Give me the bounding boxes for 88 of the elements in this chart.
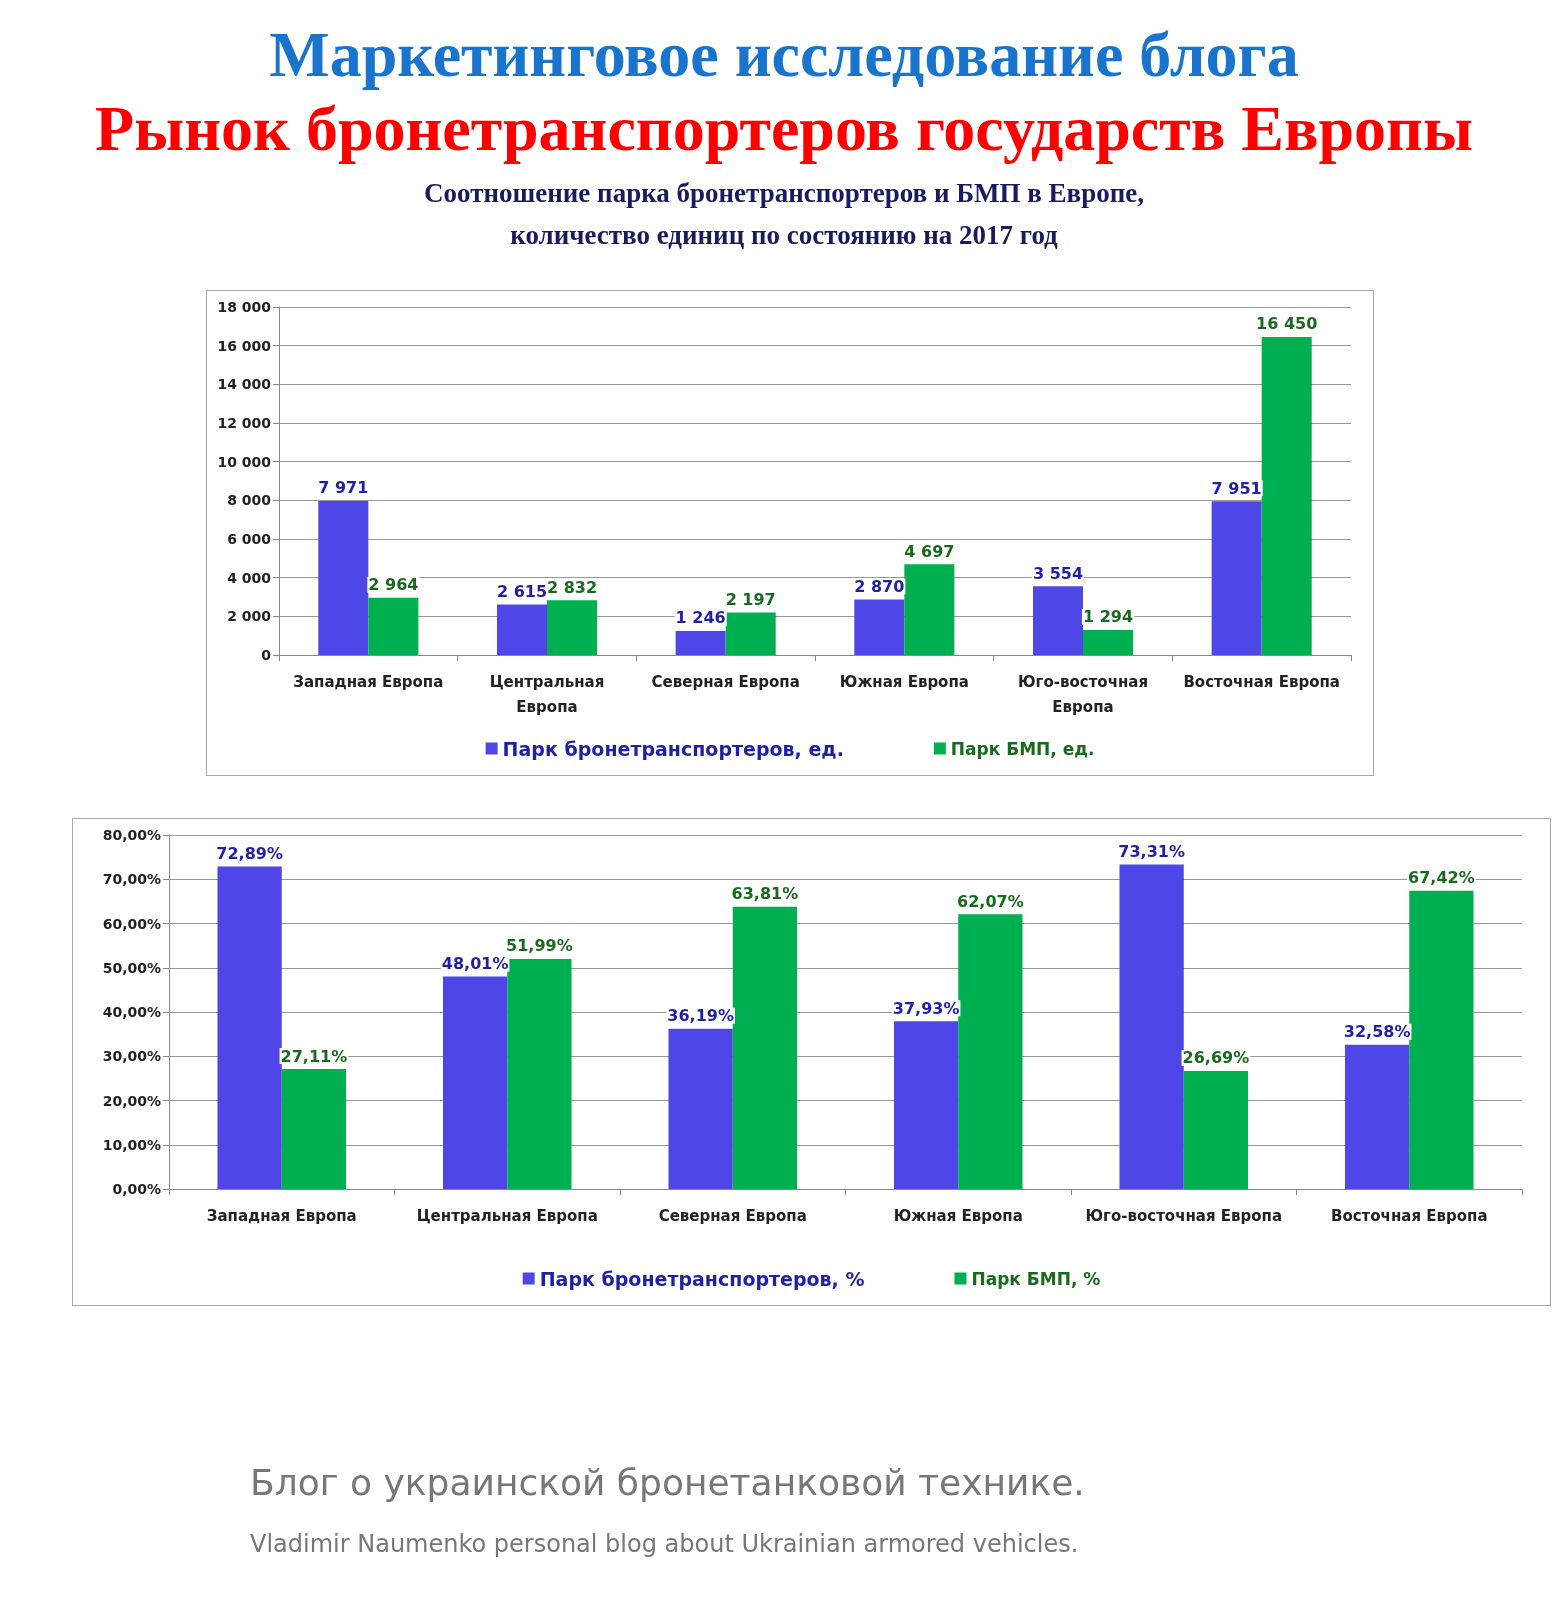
- bar: [1409, 890, 1474, 1189]
- data-label: 48,01%: [441, 954, 509, 974]
- legend-label: Парк бронетранспортеров, %: [539, 1267, 865, 1290]
- data-label: 2 870: [854, 577, 905, 597]
- bar: [1183, 1070, 1249, 1189]
- text: Маркетинговое исследование блога: [268, 18, 1300, 92]
- y-tick-label: 60,00%: [102, 915, 161, 932]
- y-tick-label: 30,00%: [102, 1048, 161, 1065]
- bar: [217, 866, 282, 1189]
- bar: [675, 630, 726, 655]
- legend-label: Парк БМП, %: [971, 1268, 1101, 1289]
- y-tick-label: 10,00%: [102, 1136, 161, 1153]
- bar: [732, 906, 798, 1189]
- data-label: 27,11%: [280, 1046, 348, 1066]
- data-label: 37,93%: [892, 998, 960, 1018]
- y-tick-label: 0: [261, 647, 272, 663]
- data-label: 62,07%: [957, 891, 1024, 911]
- bar: [507, 958, 572, 1189]
- y-tick-label: 18 000: [217, 299, 272, 315]
- data-label: 63,81%: [731, 884, 799, 904]
- y-tick-label: 8 000: [227, 492, 272, 509]
- data-label: 72,89%: [216, 843, 283, 863]
- x-tick-label: Южная Европа: [893, 1206, 1023, 1225]
- y-tick-label: 16 000: [217, 337, 272, 354]
- bar: [725, 612, 776, 655]
- y-tick-label: 12 000: [217, 415, 272, 431]
- bar: [368, 597, 419, 655]
- y-tick-label: 2 000: [227, 608, 272, 625]
- data-label: 32,58%: [1343, 1022, 1411, 1042]
- x-tick-label: Юго-восточная Европа: [1085, 1206, 1283, 1225]
- y-tick-label: 80,00%: [102, 827, 161, 843]
- data-label: 2 615: [496, 581, 548, 601]
- x-tick-label: Восточная Европа: [1330, 1206, 1488, 1225]
- data-label: 7 951: [1211, 478, 1262, 498]
- bar: [1032, 586, 1083, 655]
- data-label: 67,42%: [1408, 868, 1475, 888]
- data-label: 2 964: [368, 575, 419, 595]
- data-label: 73,31%: [1118, 842, 1185, 862]
- bar: [318, 500, 369, 655]
- data-label: 3 554: [1032, 563, 1084, 583]
- y-tick-label: 10 000: [217, 453, 272, 470]
- legend-label: Парк БМП, ед.: [950, 738, 1095, 759]
- x-tick-label: Западная Европа: [206, 1206, 357, 1225]
- bar: [1119, 864, 1184, 1189]
- data-label: 36,19%: [667, 1006, 734, 1026]
- bar: [1344, 1044, 1410, 1189]
- bar: [854, 599, 905, 655]
- y-tick-label: 20,00%: [102, 1092, 161, 1109]
- data-label: 2 197: [725, 590, 776, 610]
- bar: [281, 1069, 347, 1189]
- bar: [442, 976, 508, 1189]
- bar: [893, 1021, 959, 1189]
- legend-label: Парк бронетранспортеров, ед.: [502, 737, 844, 760]
- bar: [547, 600, 598, 655]
- data-label: 26,69%: [1182, 1048, 1250, 1068]
- data-label: 7 971: [318, 478, 369, 498]
- bar: [1211, 501, 1262, 655]
- data-label: 4 697: [904, 541, 955, 561]
- x-tick-label: Южная Европа: [839, 672, 969, 691]
- chart-title: Соотношение парка бронетранспортеров и БМП в Европе, количество единиц по состоянию на 2017 год: [423, 177, 1145, 252]
- y-tick-label: 6 000: [227, 531, 272, 547]
- x-tick-label: Северная Европа: [658, 1206, 807, 1225]
- x-tick-label: Восточная Европа: [1183, 672, 1340, 691]
- text: Блог о украинской бронетанковой технике.: [250, 1462, 1085, 1503]
- y-tick-label: 40,00%: [102, 1004, 161, 1020]
- x-tick-label: Центральная Европа: [489, 672, 605, 716]
- x-tick-label: Центральная Европа: [416, 1206, 598, 1225]
- data-label: 16 450: [1256, 314, 1318, 334]
- x-tick-label: Северная Европа: [651, 672, 800, 691]
- x-tick-label: Западная Европа: [293, 672, 444, 691]
- bar: [904, 564, 955, 655]
- text: Рынок бронетранспортеров государств Европы: [94, 92, 1474, 166]
- text: Vladimir Naumenko personal blog about Ukrainian armored vehicles.: [250, 1530, 1079, 1558]
- data-label: 1 246: [675, 608, 726, 628]
- data-label: 1 294: [1082, 607, 1134, 627]
- bar: [1261, 336, 1312, 655]
- y-tick-label: 4 000: [227, 569, 272, 586]
- data-label: 51,99%: [506, 936, 573, 956]
- data-label: 2 832: [546, 577, 598, 597]
- y-tick-label: 70,00%: [102, 871, 161, 888]
- y-tick-label: 14 000: [217, 376, 272, 393]
- y-tick-label: 50,00%: [102, 959, 161, 976]
- bar: [668, 1028, 733, 1189]
- bar: [1083, 629, 1134, 655]
- bar: [496, 604, 547, 655]
- x-tick-label: Юго-восточная Европа: [1017, 672, 1149, 716]
- bar: [958, 914, 1023, 1189]
- y-tick-label: 0,00%: [112, 1181, 161, 1197]
